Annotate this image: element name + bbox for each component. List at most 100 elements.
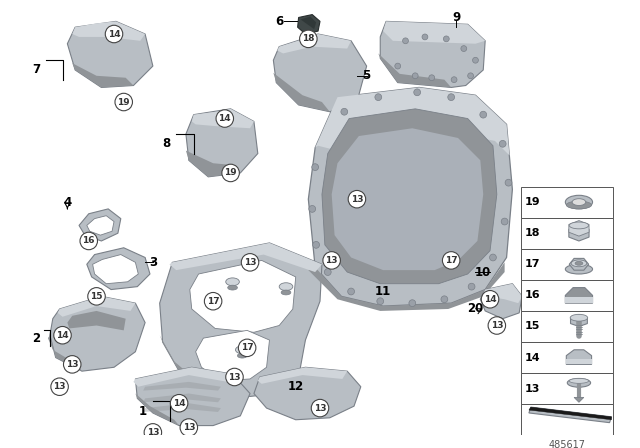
Polygon shape [529, 407, 611, 420]
Circle shape [348, 190, 365, 208]
Polygon shape [79, 209, 121, 241]
Circle shape [395, 63, 401, 69]
Text: 17: 17 [525, 259, 541, 269]
Circle shape [422, 34, 428, 40]
Circle shape [341, 108, 348, 115]
Polygon shape [67, 22, 153, 87]
Circle shape [222, 164, 239, 182]
Polygon shape [529, 407, 611, 422]
Ellipse shape [565, 195, 593, 209]
Text: 6: 6 [275, 15, 284, 28]
Text: 14: 14 [484, 295, 497, 304]
Polygon shape [569, 220, 589, 236]
FancyBboxPatch shape [521, 311, 613, 342]
Circle shape [501, 218, 508, 225]
Text: 7: 7 [32, 64, 40, 77]
Polygon shape [565, 297, 593, 303]
Circle shape [105, 25, 123, 43]
Ellipse shape [279, 283, 292, 290]
Text: 13: 13 [147, 428, 159, 437]
Polygon shape [159, 335, 204, 389]
Text: 17: 17 [445, 256, 458, 265]
Polygon shape [192, 109, 254, 128]
Polygon shape [332, 128, 483, 270]
Polygon shape [72, 63, 134, 87]
Circle shape [115, 93, 132, 111]
Polygon shape [87, 248, 150, 289]
Polygon shape [50, 297, 145, 371]
Polygon shape [569, 258, 589, 270]
Polygon shape [566, 358, 591, 364]
Circle shape [442, 252, 460, 269]
Text: 14: 14 [108, 30, 120, 39]
FancyBboxPatch shape [521, 342, 613, 373]
Text: 14: 14 [173, 399, 186, 408]
Text: 13: 13 [525, 383, 540, 394]
Circle shape [51, 378, 68, 396]
Polygon shape [481, 284, 522, 319]
Polygon shape [67, 311, 125, 330]
Polygon shape [298, 15, 320, 34]
Circle shape [403, 38, 408, 44]
Circle shape [481, 290, 499, 308]
Text: 9: 9 [452, 11, 460, 24]
Circle shape [324, 269, 331, 276]
Text: 10: 10 [475, 266, 492, 279]
Ellipse shape [570, 314, 588, 321]
Circle shape [444, 36, 449, 42]
Circle shape [468, 283, 475, 290]
Circle shape [377, 298, 383, 305]
Polygon shape [308, 87, 513, 306]
FancyBboxPatch shape [521, 373, 613, 404]
Circle shape [312, 164, 319, 171]
Text: 13: 13 [228, 372, 241, 382]
Text: 15: 15 [525, 322, 540, 332]
Ellipse shape [572, 199, 586, 206]
Polygon shape [258, 367, 348, 384]
Ellipse shape [571, 260, 587, 267]
Circle shape [204, 293, 222, 310]
Text: 485617: 485617 [548, 440, 586, 448]
Ellipse shape [569, 379, 589, 383]
Circle shape [375, 94, 381, 100]
Circle shape [144, 424, 162, 441]
Polygon shape [134, 367, 232, 387]
Polygon shape [136, 393, 179, 426]
Circle shape [309, 206, 316, 212]
Text: 11: 11 [375, 285, 391, 298]
Circle shape [451, 77, 457, 82]
Polygon shape [483, 284, 522, 303]
Text: 16: 16 [83, 237, 95, 246]
Text: 13: 13 [325, 256, 338, 265]
Text: 12: 12 [287, 380, 304, 393]
Text: 16: 16 [525, 290, 541, 300]
Polygon shape [186, 151, 241, 177]
Polygon shape [170, 243, 322, 272]
Text: 19: 19 [224, 168, 237, 177]
Circle shape [348, 288, 355, 295]
Polygon shape [58, 297, 136, 317]
Circle shape [170, 395, 188, 412]
Ellipse shape [226, 278, 239, 286]
Ellipse shape [569, 222, 589, 229]
Text: 18: 18 [525, 228, 541, 238]
FancyBboxPatch shape [521, 249, 613, 280]
Polygon shape [315, 87, 509, 155]
Text: 19: 19 [117, 98, 130, 107]
Text: 20: 20 [467, 302, 484, 315]
Polygon shape [308, 263, 504, 311]
Circle shape [323, 252, 340, 269]
Polygon shape [574, 397, 584, 402]
Circle shape [429, 75, 435, 81]
FancyBboxPatch shape [521, 218, 613, 249]
Text: 17: 17 [207, 297, 220, 306]
Ellipse shape [575, 261, 583, 265]
Polygon shape [254, 367, 361, 420]
Text: 14: 14 [218, 114, 231, 123]
Polygon shape [322, 109, 497, 284]
Text: 2: 2 [32, 332, 40, 345]
Circle shape [216, 110, 234, 127]
Circle shape [499, 140, 506, 147]
Ellipse shape [565, 264, 593, 274]
Text: 13: 13 [53, 382, 66, 391]
